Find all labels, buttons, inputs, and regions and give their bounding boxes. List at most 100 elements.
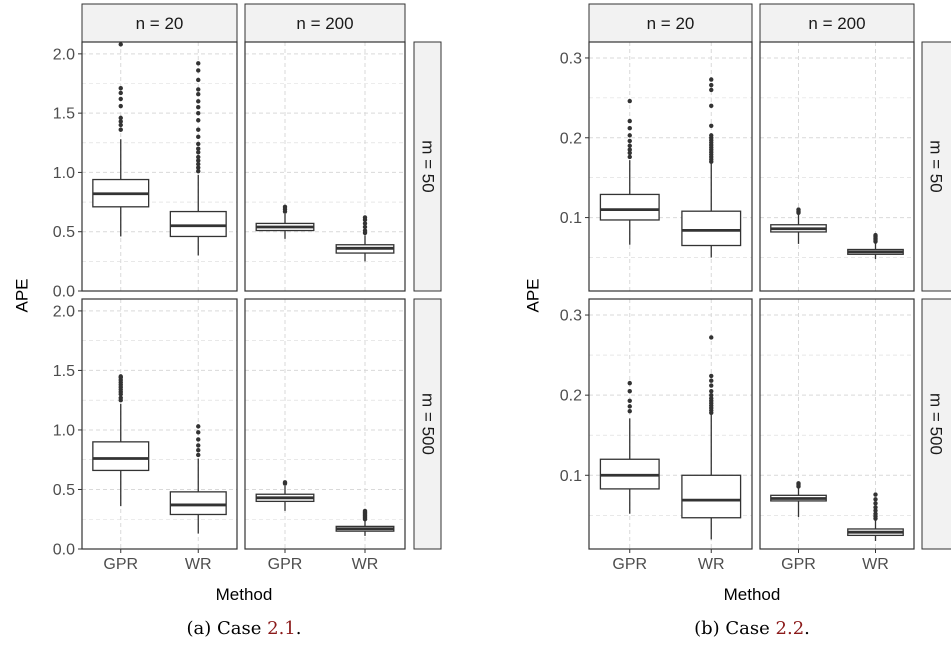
outlier-point — [282, 480, 288, 485]
boxplot-gpr — [92, 42, 150, 237]
outlier-point — [362, 508, 368, 514]
y-tick-label: 2.0 — [53, 303, 75, 320]
outlier-point — [873, 497, 878, 502]
box — [92, 441, 150, 472]
box — [681, 210, 742, 247]
outlier-point — [196, 77, 201, 83]
panel: 0.1 0.2 0.3 — [560, 41, 753, 292]
outlier-point — [709, 335, 714, 340]
outlier-point — [362, 224, 368, 230]
y-tick-label: 0.0 — [53, 542, 75, 559]
y-tick-label: 0.5 — [53, 224, 75, 241]
outlier-point — [196, 430, 201, 435]
box — [169, 210, 227, 238]
outlier-point — [196, 127, 201, 132]
outlier-point — [196, 150, 201, 155]
outlier-point — [118, 96, 123, 102]
boxplot-gpr — [255, 204, 315, 239]
outlier-point — [196, 91, 201, 97]
outlier-point — [627, 138, 632, 144]
panel-border — [81, 41, 238, 292]
outlier-point — [627, 380, 632, 386]
panel-background — [760, 299, 914, 549]
boxplot-wr — [335, 215, 395, 262]
boxplot-gpr — [770, 481, 827, 517]
outlier-point — [196, 447, 201, 453]
outlier-point — [118, 42, 123, 47]
outlier-point — [873, 232, 878, 238]
outlier-point — [709, 77, 714, 82]
boxplot-wr — [847, 232, 904, 260]
panel: GPR WR — [244, 298, 406, 573]
x-tick-label: WR — [185, 556, 212, 573]
y-tick-label: 0.3 — [560, 50, 582, 67]
outlier-point — [627, 147, 632, 152]
panel-background — [245, 299, 405, 549]
facet-row-label: m = 50 — [419, 140, 438, 192]
panel: GPR WR — [759, 298, 915, 573]
outlier-point — [196, 443, 201, 448]
outlier-point — [118, 374, 123, 379]
facet-row-label: m = 500 — [419, 393, 438, 455]
box — [169, 491, 227, 516]
x-tick-label: GPR — [781, 556, 816, 573]
outlier-point — [709, 87, 714, 93]
y-axis-title: APE — [13, 278, 32, 312]
outlier-point — [196, 158, 201, 163]
outlier-point — [627, 398, 632, 403]
facet-strip-col — [588, 3, 753, 43]
caption-text: (b) Case — [694, 618, 775, 639]
y-tick-label: 1.5 — [53, 363, 75, 380]
boxplot-wr — [169, 61, 227, 256]
boxplot-wr — [169, 424, 227, 534]
outlier-point — [709, 383, 714, 388]
outlier-point — [627, 143, 632, 148]
outlier-point — [873, 492, 878, 497]
panel: GPR WR 0.0 0.5 1.0 1.5 2.0 — [53, 298, 238, 573]
facet-strip-row — [921, 41, 951, 292]
outlier-point — [196, 134, 201, 140]
outlier-point — [196, 437, 201, 442]
x-axis-title: Method — [216, 585, 273, 604]
panel — [244, 41, 406, 292]
caption-reference-link: 2.2 — [776, 618, 805, 639]
y-tick-label: 0.3 — [560, 308, 582, 325]
outlier-point — [196, 118, 201, 123]
outlier-point — [796, 207, 801, 212]
outlier-point — [118, 395, 123, 401]
outlier-point — [362, 221, 368, 226]
boxplot-gpr — [599, 98, 660, 245]
boxplot-gpr — [770, 207, 827, 244]
outlier-point — [196, 99, 201, 104]
figure-caption: (a) Case 2.1. — [187, 618, 302, 639]
outlier-point — [196, 68, 201, 73]
facet-strip-row — [921, 298, 951, 550]
outlier-point — [196, 161, 201, 167]
subfigure-b: n = 20 n = 200 m = 50 m = 500 0.1 0.2 0.3 GPR WR… — [524, 3, 951, 639]
y-tick-label: 0.1 — [560, 468, 582, 485]
caption-text-end: . — [296, 618, 302, 639]
boxplot-wr — [847, 492, 904, 541]
outlier-point — [709, 378, 714, 383]
outlier-point — [118, 119, 123, 124]
x-tick-label: GPR — [268, 556, 303, 573]
boxplot-gpr — [92, 374, 150, 507]
outlier-point — [709, 82, 714, 88]
facet-strip-col — [81, 3, 238, 43]
outlier-point — [873, 505, 878, 510]
outlier-point — [118, 90, 123, 96]
y-tick-label: 0.5 — [53, 482, 75, 499]
facet-strip-row — [413, 41, 442, 292]
x-tick-label: WR — [352, 556, 379, 573]
y-tick-label: 0.1 — [560, 210, 582, 227]
outlier-point — [196, 110, 201, 116]
panel: GPR WR 0.1 0.2 0.3 — [560, 298, 753, 573]
facet-col-label: n = 200 — [296, 14, 353, 33]
boxplot-wr — [681, 77, 742, 258]
panel — [759, 41, 915, 292]
y-tick-label: 0.2 — [560, 388, 582, 405]
facet-row-label: m = 50 — [927, 140, 946, 192]
outlier-point — [196, 165, 201, 170]
facet-col-label: n = 20 — [647, 14, 695, 33]
x-axis-title: Method — [724, 585, 781, 604]
